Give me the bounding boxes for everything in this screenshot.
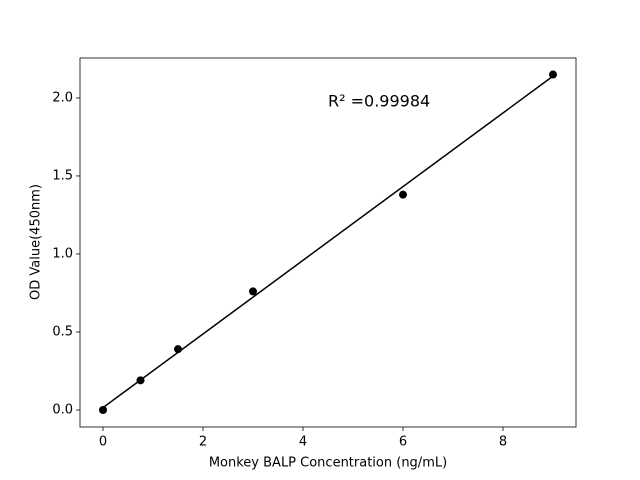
annotation: R² =0.99984 <box>328 92 430 111</box>
x-tick-label: 4 <box>299 435 307 450</box>
x-tick-label: 8 <box>499 435 507 450</box>
y-tick-label: 1.0 <box>52 246 73 261</box>
x-axis-label: Monkey BALP Concentration (ng/mL) <box>209 456 447 471</box>
data-point <box>99 405 107 414</box>
y-tick-label: 0.0 <box>52 402 73 417</box>
data-point <box>136 376 145 385</box>
y-axis-label: OD Value(450nm) <box>29 184 44 300</box>
y-tick-label: 2.0 <box>52 90 73 105</box>
x-tick-label: 0 <box>99 435 107 450</box>
data-point <box>174 345 182 354</box>
x-tick-label: 2 <box>199 435 207 450</box>
y-tick-label: 1.5 <box>52 168 73 183</box>
y-tick-label: 0.5 <box>52 324 73 339</box>
data-point <box>249 287 257 296</box>
x-tick-label: 6 <box>399 435 407 450</box>
plot-frame <box>79 57 577 428</box>
data-point <box>549 70 557 79</box>
fit-line <box>102 75 554 409</box>
data-point <box>399 190 407 199</box>
